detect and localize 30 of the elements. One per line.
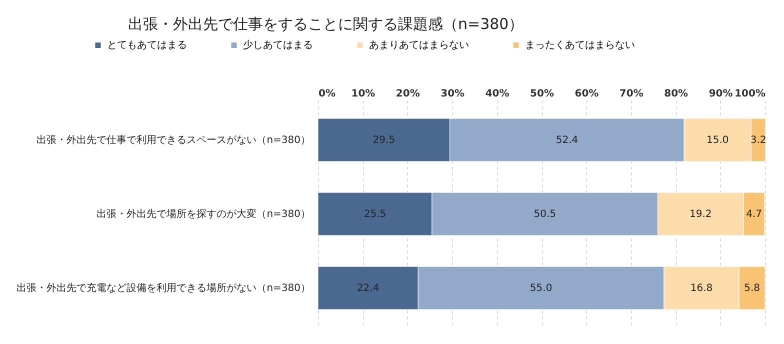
legend-label: まったくあてはまらない	[525, 40, 635, 52]
legend-label: あまりあてはまらない	[369, 40, 469, 52]
x-tick-label: 90%	[708, 88, 733, 100]
text: 4.7	[746, 209, 762, 220]
x-tick-label: 40%	[485, 88, 510, 100]
legend-label: 少しあてはまる	[243, 39, 313, 52]
x-tick-label: 50%	[530, 88, 554, 100]
text: 29.5	[372, 134, 396, 146]
text: 52.4	[556, 134, 578, 146]
x-tick-label: 10%	[351, 88, 376, 100]
x-tick-label: 100%	[734, 88, 766, 100]
legend-label: とてもあてはまる	[107, 40, 187, 52]
text: 50.5	[534, 209, 556, 220]
text: 19.2	[690, 209, 712, 220]
x-tick-label: 60%	[574, 88, 599, 100]
text: 22.4	[356, 283, 380, 294]
y-tick-label: 出張・外出先で場所を探すのが大変（n=380）	[96, 208, 310, 220]
chart-title: 出張・外出先で仕事をすることに関する課題感（n=380）	[128, 15, 524, 33]
text: 25.5	[364, 209, 386, 220]
x-tick-label: 20%	[396, 88, 420, 100]
text: 55.0	[530, 283, 552, 294]
x-tick-label: 30%	[440, 88, 465, 100]
x-tick-label: 80%	[664, 88, 688, 100]
x-tick-label: 0%	[318, 88, 336, 100]
text: 16.8	[690, 283, 713, 294]
text: 5.8	[744, 283, 760, 294]
y-tick-label: 出張・外出先で仕事で利用できるスペースがない（n=380）	[36, 134, 310, 146]
y-tick-label: 出張・外出先で充電など設備を利用できる場所がない（n=380）	[16, 282, 310, 294]
x-tick-label: 70%	[619, 88, 644, 100]
text: 15.0	[706, 134, 729, 146]
